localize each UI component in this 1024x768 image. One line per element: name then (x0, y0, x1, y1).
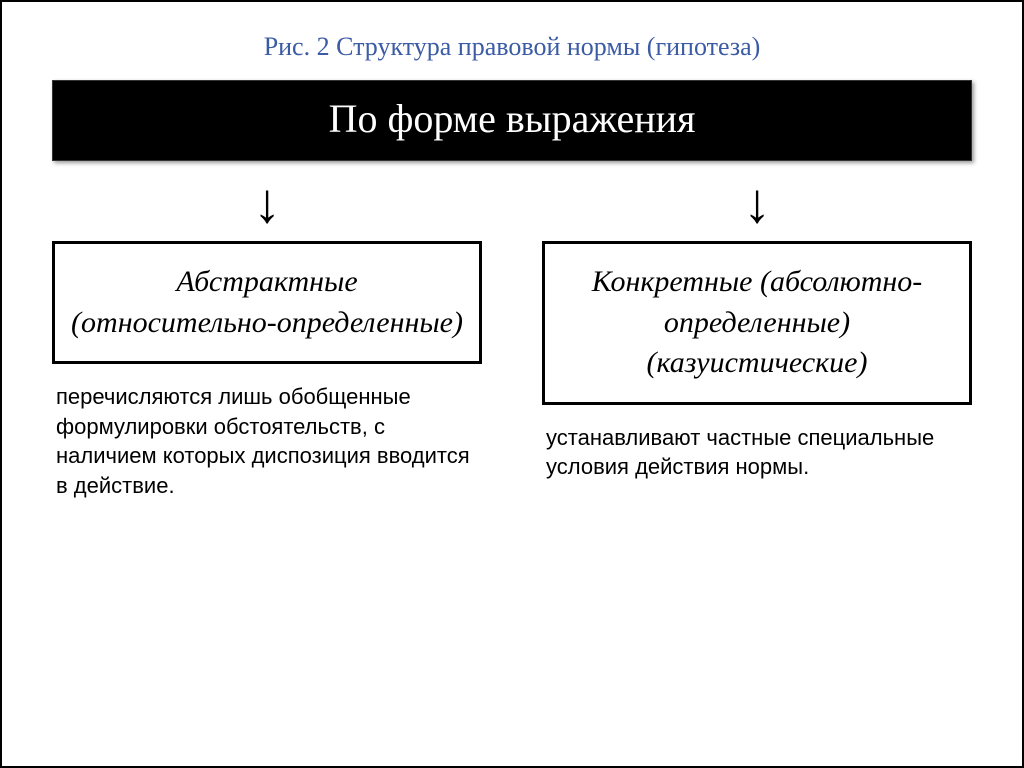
description-concrete: устанавливают частные специальные услови… (542, 423, 972, 482)
category-box-concrete: Конкретные (абсолютно-определенные) (каз… (542, 241, 972, 405)
box-text: Абстрактные (относительно-определенные) (71, 265, 463, 339)
column-left: ↓ Абстрактные (относительно-определенные… (52, 171, 482, 501)
header-bar: По форме выражения (52, 80, 972, 161)
caption-text: Рис. 2 Структура правовой нормы (гипотез… (264, 32, 761, 61)
figure-caption: Рис. 2 Структура правовой нормы (гипотез… (42, 32, 982, 62)
arrow-down-icon: ↓ (743, 175, 771, 231)
arrow-down-icon: ↓ (253, 175, 281, 231)
description-abstract: перечисляются лишь обобщенные формулиров… (52, 382, 482, 501)
header-text: По форме выражения (329, 96, 696, 141)
columns-container: ↓ Абстрактные (относительно-определенные… (42, 171, 982, 501)
box-text: Конкретные (абсолютно-определенные) (каз… (592, 265, 923, 379)
category-box-abstract: Абстрактные (относительно-определенные) (52, 241, 482, 364)
column-right: ↓ Конкретные (абсолютно-определенные) (к… (542, 171, 972, 501)
